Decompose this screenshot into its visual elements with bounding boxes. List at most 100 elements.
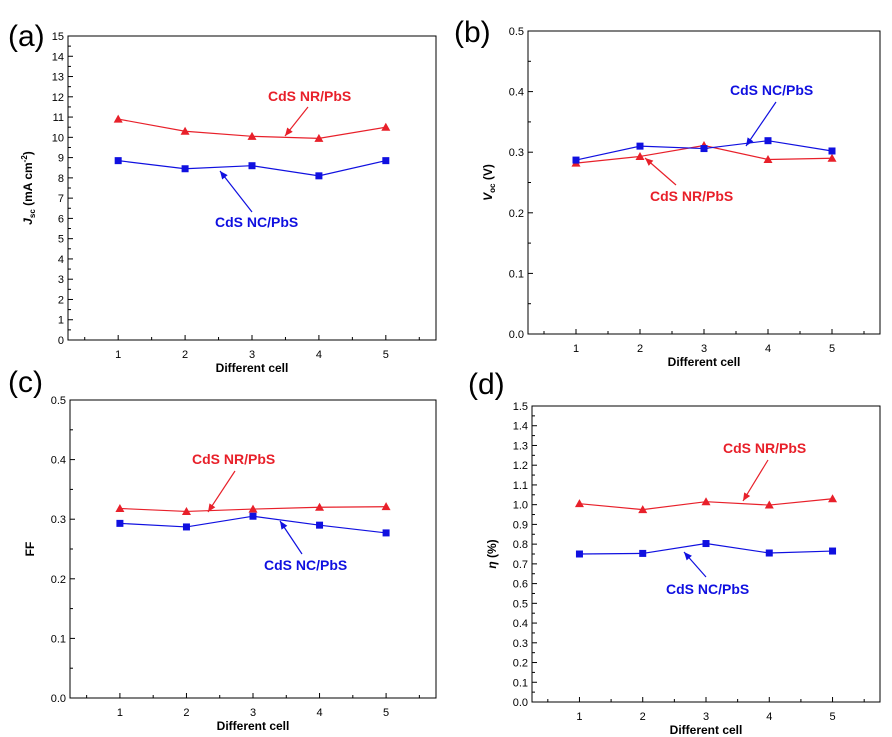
y-tick-label: 11 — [53, 112, 64, 124]
annotation-arrowhead — [280, 521, 288, 530]
x-tick-label: 4 — [316, 349, 322, 361]
y-axis-subscript: oc — [488, 183, 497, 193]
y-tick-label: 3 — [58, 274, 64, 286]
data-point-triangle — [574, 499, 584, 508]
y-tick-label: 0.0 — [509, 329, 524, 341]
annotation-arrow — [745, 101, 777, 147]
x-tick-label: 2 — [640, 711, 646, 723]
x-tick-label: 2 — [183, 707, 189, 719]
data-point-square — [702, 540, 710, 548]
data-point-triangle — [827, 153, 837, 162]
data-point-triangle — [315, 502, 325, 511]
x-tick-label: 3 — [703, 711, 709, 723]
y-tick-label: 7 — [58, 193, 64, 205]
x-tick-label: 5 — [383, 707, 389, 719]
y-tick-label: 0.5 — [51, 395, 66, 407]
annotation-label: CdS NR/PbS — [192, 451, 275, 467]
y-tick-label: 0.3 — [51, 514, 66, 526]
data-point-square — [248, 162, 256, 170]
x-tick-label: 4 — [766, 711, 772, 723]
x-tick-label: 5 — [829, 343, 835, 355]
y-axis-unit: (mA cm — [21, 162, 35, 209]
y-tick-label: 0.1 — [509, 268, 524, 280]
data-point-triangle — [763, 154, 773, 163]
x-axis-title: Different cell — [216, 361, 289, 375]
y-axis-title: η (%) — [485, 539, 499, 568]
y-tick-label: 0.0 — [51, 693, 66, 705]
data-point-triangle — [248, 504, 258, 513]
data-point-triangle — [115, 503, 125, 512]
data-point-triangle — [181, 506, 191, 515]
annotation-label: CdS NR/PbS — [723, 440, 806, 456]
y-tick-label: 1.5 — [513, 401, 528, 413]
y-axis-symbol: FF — [23, 542, 37, 557]
y-tick-label: 2 — [58, 294, 64, 306]
annotation-arrowhead — [208, 503, 216, 512]
annotation-label: CdS NC/PbS — [666, 581, 749, 597]
annotation-label: CdS NR/PbS — [268, 88, 351, 104]
x-axis-title: Different cell — [668, 355, 741, 369]
data-point-triangle — [381, 122, 391, 131]
annotation-arrowhead — [684, 552, 692, 561]
annotation-label: CdS NR/PbS — [650, 188, 733, 204]
x-tick-label: 5 — [383, 349, 389, 361]
y-axis-superscript: -2 — [20, 155, 29, 163]
y-tick-label: 0.9 — [513, 519, 528, 531]
data-point-square — [829, 547, 837, 555]
y-tick-label: 12 — [52, 92, 64, 104]
data-point-square — [700, 145, 708, 153]
y-tick-label: 0.4 — [513, 618, 528, 630]
x-tick-label: 3 — [249, 349, 255, 361]
y-axis-unit: (%) — [485, 539, 499, 561]
y-tick-label: 0.4 — [51, 455, 66, 467]
x-tick-label: 1 — [115, 349, 121, 361]
y-tick-label: 1.0 — [513, 500, 528, 512]
data-point-triangle — [113, 114, 123, 123]
y-axis-title: FF — [23, 542, 37, 557]
data-point-triangle — [247, 131, 257, 140]
x-tick-label: 1 — [576, 711, 582, 723]
x-tick-label: 2 — [182, 349, 188, 361]
plot-frame — [67, 35, 437, 341]
x-tick-label: 4 — [765, 343, 771, 355]
y-tick-label: 8 — [58, 173, 64, 185]
x-tick-label: 3 — [250, 707, 256, 719]
panel-label: (b) — [454, 16, 491, 49]
data-point-triangle — [635, 151, 645, 160]
y-tick-label: 0.5 — [509, 26, 524, 38]
y-tick-label: 0.6 — [513, 579, 528, 591]
x-tick-label: 1 — [117, 707, 123, 719]
data-point-triangle — [764, 500, 774, 509]
data-point-square — [182, 523, 190, 531]
annotation-arrow — [742, 459, 769, 502]
x-axis-title: Different cell — [670, 723, 743, 737]
data-point-square — [764, 137, 772, 145]
annotation-arrowhead — [285, 127, 293, 136]
y-tick-label: 0.2 — [513, 658, 528, 670]
data-point-square — [382, 529, 390, 537]
y-tick-label: 1 — [58, 315, 64, 327]
data-point-triangle — [701, 497, 711, 506]
x-axis-title: Different cell — [217, 719, 290, 733]
data-point-triangle — [314, 133, 324, 142]
plot-frame — [69, 399, 437, 699]
y-tick-label: 10 — [52, 132, 64, 144]
panel-label: (c) — [8, 366, 43, 399]
data-point-square — [316, 521, 324, 529]
data-point-square — [181, 165, 189, 173]
y-tick-label: 0 — [58, 335, 64, 347]
annotation-arrowhead — [645, 158, 654, 166]
data-point-triangle — [381, 502, 391, 511]
data-point-square — [636, 142, 644, 150]
y-tick-label: 15 — [52, 31, 64, 43]
y-axis-symbol: J — [21, 218, 35, 225]
data-point-square — [116, 519, 124, 527]
panel-label: (a) — [8, 20, 45, 53]
annotation-arrow — [207, 470, 236, 513]
y-tick-label: 0.5 — [513, 598, 528, 610]
chart-panel-4: (d) 0.0 0.1 0.2 0.3 0.4 0.5 0.6 0.7 0.8 0.9 1.0 1.1 1… — [468, 368, 881, 737]
panel-label: (d) — [468, 368, 505, 401]
x-tick-label: 5 — [829, 711, 835, 723]
